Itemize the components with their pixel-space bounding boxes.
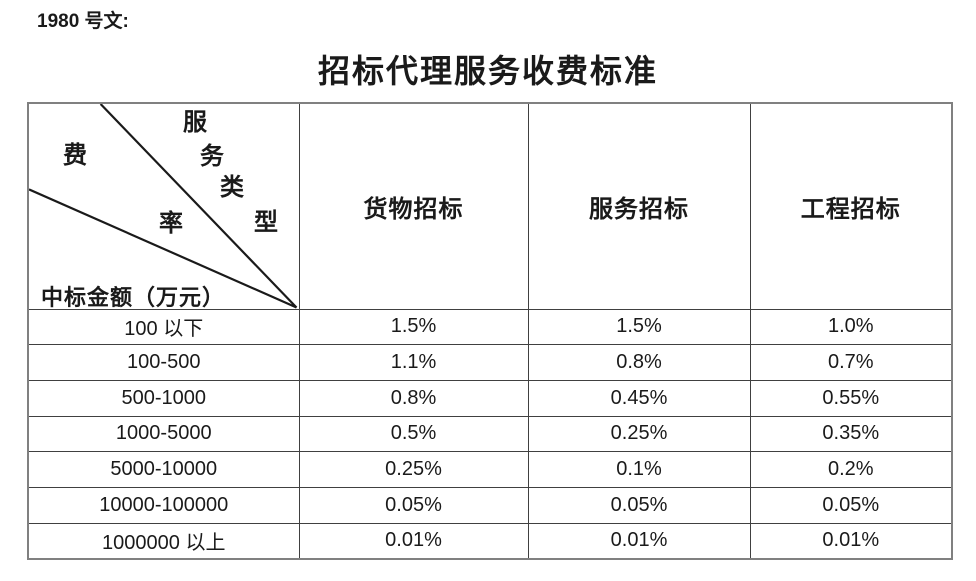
document-ref-number: 1980 号文:: [37, 11, 129, 32]
column-header-engineering: 工程招标: [749, 102, 953, 310]
rate-cell: 1.0%: [749, 308, 953, 346]
row-label: 100-500: [27, 344, 300, 381]
rate-cell: 0.01%: [527, 522, 751, 560]
table-row: 100 以下 1.5% 1.5% 1.0%: [27, 308, 953, 346]
diagonal-corner-cell: 费 率 服 务 类 型 中标金额（万元）: [27, 102, 300, 310]
table-row: 10000-100000 0.05% 0.05% 0.05%: [27, 486, 953, 524]
row-label: 10000-100000: [27, 486, 300, 524]
corner-service-type-char: 服: [183, 110, 207, 136]
row-label: 5000-10000: [27, 451, 300, 488]
table-row: 5000-10000 0.25% 0.1% 0.2%: [27, 451, 953, 488]
rate-cell: 0.25%: [298, 451, 529, 488]
rate-cell: 0.05%: [527, 486, 751, 524]
table-row: 500-1000 0.8% 0.45% 0.55%: [27, 379, 953, 417]
table-row: 1000-5000 0.5% 0.25% 0.35%: [27, 415, 953, 453]
row-label: 500-1000: [27, 379, 300, 417]
rate-cell: 1.5%: [527, 308, 751, 346]
corner-rate-char: 费: [63, 143, 87, 169]
corner-service-type-char: 型: [254, 210, 278, 236]
rate-cell: 0.1%: [527, 451, 751, 488]
fee-standard-table: 费 率 服 务 类 型 中标金额（万元） 货物招标 服务招标 工程招标 100 …: [27, 102, 953, 560]
rate-cell: 0.35%: [749, 415, 953, 453]
rate-cell: 0.7%: [749, 344, 953, 381]
rate-cell: 0.55%: [749, 379, 953, 417]
row-label: 100 以下: [27, 308, 300, 346]
corner-amount-label: 中标金额（万元）: [41, 285, 226, 309]
rate-cell: 1.5%: [298, 308, 529, 346]
corner-service-type-char: 务: [200, 144, 224, 170]
table-row: 1000000 以上 0.01% 0.01% 0.01%: [27, 522, 953, 560]
corner-rate-char: 率: [159, 211, 183, 237]
rate-cell: 0.01%: [749, 522, 953, 560]
corner-service-type-char: 类: [220, 175, 244, 201]
rate-cell: 0.2%: [749, 451, 953, 488]
column-header-service: 服务招标: [527, 102, 751, 310]
rate-cell: 1.1%: [298, 344, 529, 381]
rate-cell: 0.8%: [298, 379, 529, 417]
rate-cell: 0.5%: [298, 415, 529, 453]
column-header-goods: 货物招标: [298, 102, 529, 310]
row-label: 1000-5000: [27, 415, 300, 453]
rate-cell: 0.8%: [527, 344, 751, 381]
page-title: 招标代理服务收费标准: [317, 53, 658, 89]
rate-cell: 0.05%: [749, 486, 953, 524]
diagonal-lines-icon: [29, 104, 298, 308]
rate-cell: 0.01%: [298, 522, 529, 560]
rate-cell: 0.05%: [298, 486, 529, 524]
rate-cell: 0.25%: [527, 415, 751, 453]
table-header-row: 费 率 服 务 类 型 中标金额（万元） 货物招标 服务招标 工程招标: [27, 102, 953, 310]
table-row: 100-500 1.1% 0.8% 0.7%: [27, 344, 953, 381]
row-label: 1000000 以上: [27, 522, 300, 560]
rate-cell: 0.45%: [527, 379, 751, 417]
